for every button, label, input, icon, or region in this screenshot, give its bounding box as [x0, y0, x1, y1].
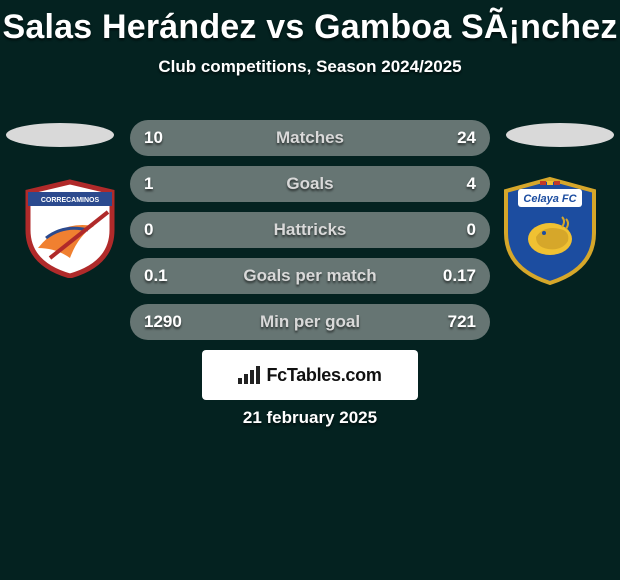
stat-row: 1290721Min per goal — [130, 304, 490, 340]
stat-row: 1024Matches — [130, 120, 490, 156]
stat-label: Goals per match — [130, 258, 490, 294]
date-label: 21 february 2025 — [0, 408, 620, 428]
team-crest-left: CORRECAMINOS — [20, 178, 120, 262]
stat-row: 00Hattricks — [130, 212, 490, 248]
stat-row: 0.10.17Goals per match — [130, 258, 490, 294]
brand-box: FcTables.com — [202, 350, 418, 400]
bars-icon — [238, 366, 260, 384]
crest-left-text: CORRECAMINOS — [41, 197, 100, 204]
player-oval-left — [6, 123, 114, 147]
brand-text: FcTables.com — [266, 365, 381, 386]
player-oval-right — [506, 123, 614, 147]
stat-label: Hattricks — [130, 212, 490, 248]
stat-label: Matches — [130, 120, 490, 156]
infographic-root: Salas Herández vs Gamboa SÃ¡nchez Club c… — [0, 0, 620, 580]
stat-row: 14Goals — [130, 166, 490, 202]
team-crest-right: Celaya FC — [500, 175, 600, 285]
stat-label: Min per goal — [130, 304, 490, 340]
stats-panel: 1024Matches 14Goals 00Hattricks 0.10.17Goal… — [130, 120, 490, 350]
crest-right-text: Celaya FC — [523, 193, 577, 205]
stat-label: Goals — [130, 166, 490, 202]
page-subtitle: Club competitions, Season 2024/2025 — [0, 57, 620, 77]
page-title: Salas Herández vs Gamboa SÃ¡nchez — [0, 0, 620, 47]
